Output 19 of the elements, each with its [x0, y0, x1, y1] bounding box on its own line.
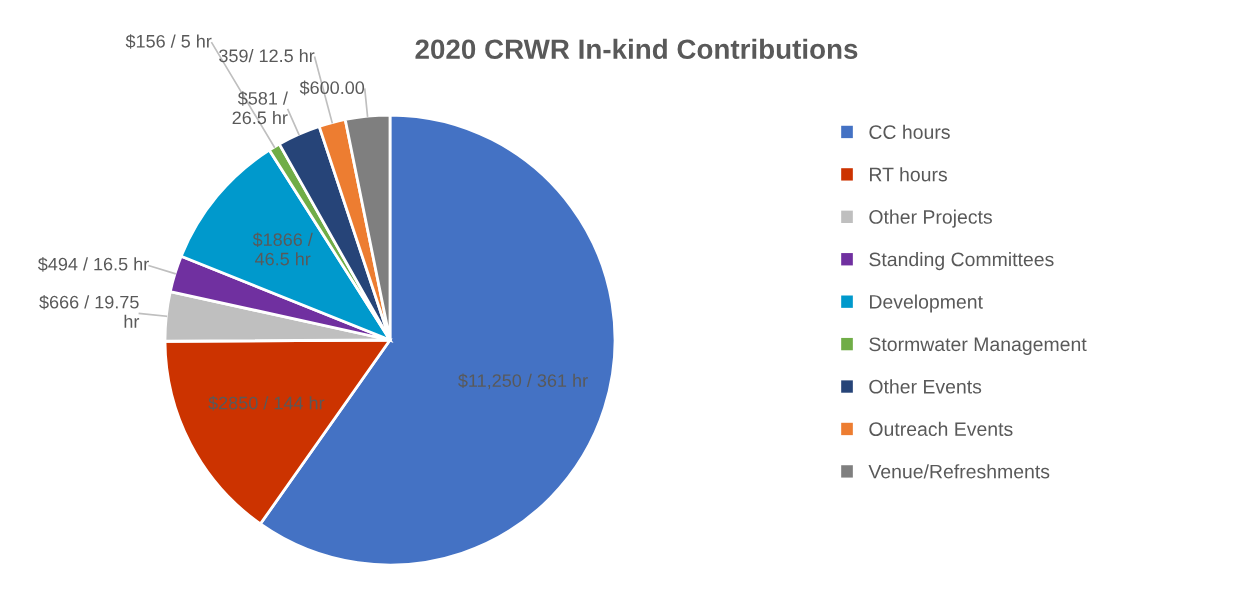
legend-label: Other Events [869, 379, 982, 394]
legend-label: Venue/Refreshments [868, 464, 1050, 479]
legend-label: CC hours [869, 124, 950, 139]
data-label: $581 / 26.5 hr [232, 91, 288, 125]
legend-label: RT hours [870, 167, 947, 182]
data-label: $600.00 [299, 80, 365, 96]
data-label: $1866 / 46.5 hr [252, 232, 313, 266]
data-label: $2850 / 144 hr [208, 395, 325, 411]
legend-label: Stormwater Management [869, 337, 1087, 355]
legend-label: Standing Committees [869, 252, 1054, 271]
legend-label: Outreach Events [869, 421, 1013, 437]
legend-label: Development [870, 294, 983, 313]
data-label: $666 / 19.75 hr [39, 295, 140, 328]
data-label: $11,250 / 361 hr [458, 373, 588, 390]
legend-label: Other Projects [869, 209, 992, 228]
chart-title: 2020 CRWR In-kind Contributions [415, 38, 858, 60]
data-label: $156 / 5 hr [125, 34, 212, 49]
data-label: $494 / 16.5 hr [37, 257, 149, 272]
data-label: 359/ 12.5 hr [219, 48, 315, 63]
